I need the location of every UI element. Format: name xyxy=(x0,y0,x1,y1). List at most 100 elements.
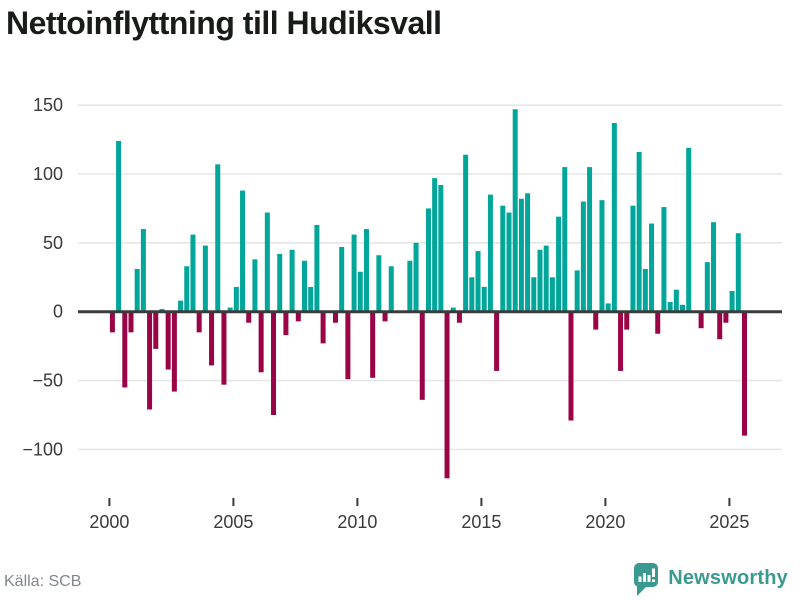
y-tick-label: 50 xyxy=(43,233,63,253)
bar xyxy=(531,277,537,312)
bar xyxy=(363,229,369,312)
bar xyxy=(729,291,735,312)
page-title: Nettoinflyttning till Hudiksvall xyxy=(6,5,442,41)
bar xyxy=(580,201,586,312)
y-tick-label: 100 xyxy=(33,164,63,184)
bar xyxy=(618,311,624,371)
bar xyxy=(171,311,177,392)
bar xyxy=(252,259,258,312)
bar xyxy=(134,269,140,312)
bar xyxy=(475,251,481,312)
bar xyxy=(562,167,568,312)
newsworthy-logo[interactable]: Newsworthy xyxy=(633,560,788,596)
bar xyxy=(116,140,122,312)
bar xyxy=(388,266,394,312)
bar xyxy=(704,262,710,312)
y-tick-label: −100 xyxy=(22,439,63,459)
bar xyxy=(264,212,270,312)
bar xyxy=(345,311,351,380)
bar xyxy=(370,311,376,378)
bar xyxy=(735,233,741,312)
bar xyxy=(630,205,636,312)
bar xyxy=(593,311,599,330)
bar xyxy=(289,249,295,312)
bar xyxy=(661,207,667,312)
x-tick-label: 2020 xyxy=(585,512,625,532)
bar xyxy=(184,266,190,312)
x-tick-label: 2025 xyxy=(709,512,749,532)
bar xyxy=(233,286,239,312)
bar xyxy=(302,260,308,312)
bar xyxy=(494,311,500,371)
bar xyxy=(717,311,723,340)
bar xyxy=(332,311,338,323)
bar xyxy=(140,229,146,312)
bar xyxy=(382,311,388,322)
bar xyxy=(667,302,673,312)
bar xyxy=(741,311,747,436)
bar xyxy=(407,260,413,312)
bar xyxy=(109,311,115,333)
bar xyxy=(506,212,512,312)
bar xyxy=(481,286,487,312)
bar xyxy=(636,151,642,312)
bar xyxy=(351,234,357,312)
x-tick-label: 2015 xyxy=(461,512,501,532)
x-tick-label: 2005 xyxy=(213,512,253,532)
bar xyxy=(649,223,655,312)
bar xyxy=(512,109,518,312)
bar xyxy=(165,311,171,370)
bar xyxy=(128,311,134,333)
bar xyxy=(723,311,729,323)
bar xyxy=(196,311,202,333)
bar xyxy=(587,167,593,312)
bar xyxy=(686,147,692,312)
x-tick-label: 2000 xyxy=(89,512,129,532)
bar xyxy=(525,193,531,312)
bar xyxy=(537,249,543,312)
bar xyxy=(432,178,438,312)
bar xyxy=(258,311,264,373)
bar xyxy=(655,311,661,334)
bar xyxy=(673,289,679,312)
x-tick-label: 2010 xyxy=(337,512,377,532)
bar xyxy=(711,222,717,312)
bar xyxy=(599,200,605,312)
bar xyxy=(271,311,277,415)
source-note: Källa: SCB xyxy=(4,573,82,590)
bar xyxy=(413,242,419,312)
y-tick-label: 150 xyxy=(33,95,63,115)
y-tick-label: −50 xyxy=(32,371,63,391)
bar xyxy=(153,311,159,349)
bar xyxy=(339,246,345,312)
bar xyxy=(574,270,580,312)
bar xyxy=(209,311,215,366)
bar xyxy=(122,311,128,388)
bar xyxy=(246,311,252,323)
bar xyxy=(178,300,184,312)
bar xyxy=(295,311,301,322)
bar xyxy=(444,311,450,479)
newsworthy-logo-text: Newsworthy xyxy=(668,566,788,589)
bar xyxy=(568,311,574,421)
bar xyxy=(314,224,320,312)
bar xyxy=(190,234,196,312)
bar xyxy=(320,311,326,344)
bar xyxy=(221,311,227,385)
bar xyxy=(215,164,221,312)
bar xyxy=(680,304,686,312)
bar xyxy=(308,286,314,312)
bar xyxy=(227,307,233,312)
bar xyxy=(463,154,469,312)
bar xyxy=(518,198,524,312)
bar xyxy=(419,311,425,400)
bar xyxy=(456,311,462,323)
bar xyxy=(438,185,444,312)
bar xyxy=(277,253,283,312)
bar xyxy=(450,307,456,312)
bar xyxy=(469,277,475,312)
bar xyxy=(556,216,562,312)
bar xyxy=(147,311,153,410)
